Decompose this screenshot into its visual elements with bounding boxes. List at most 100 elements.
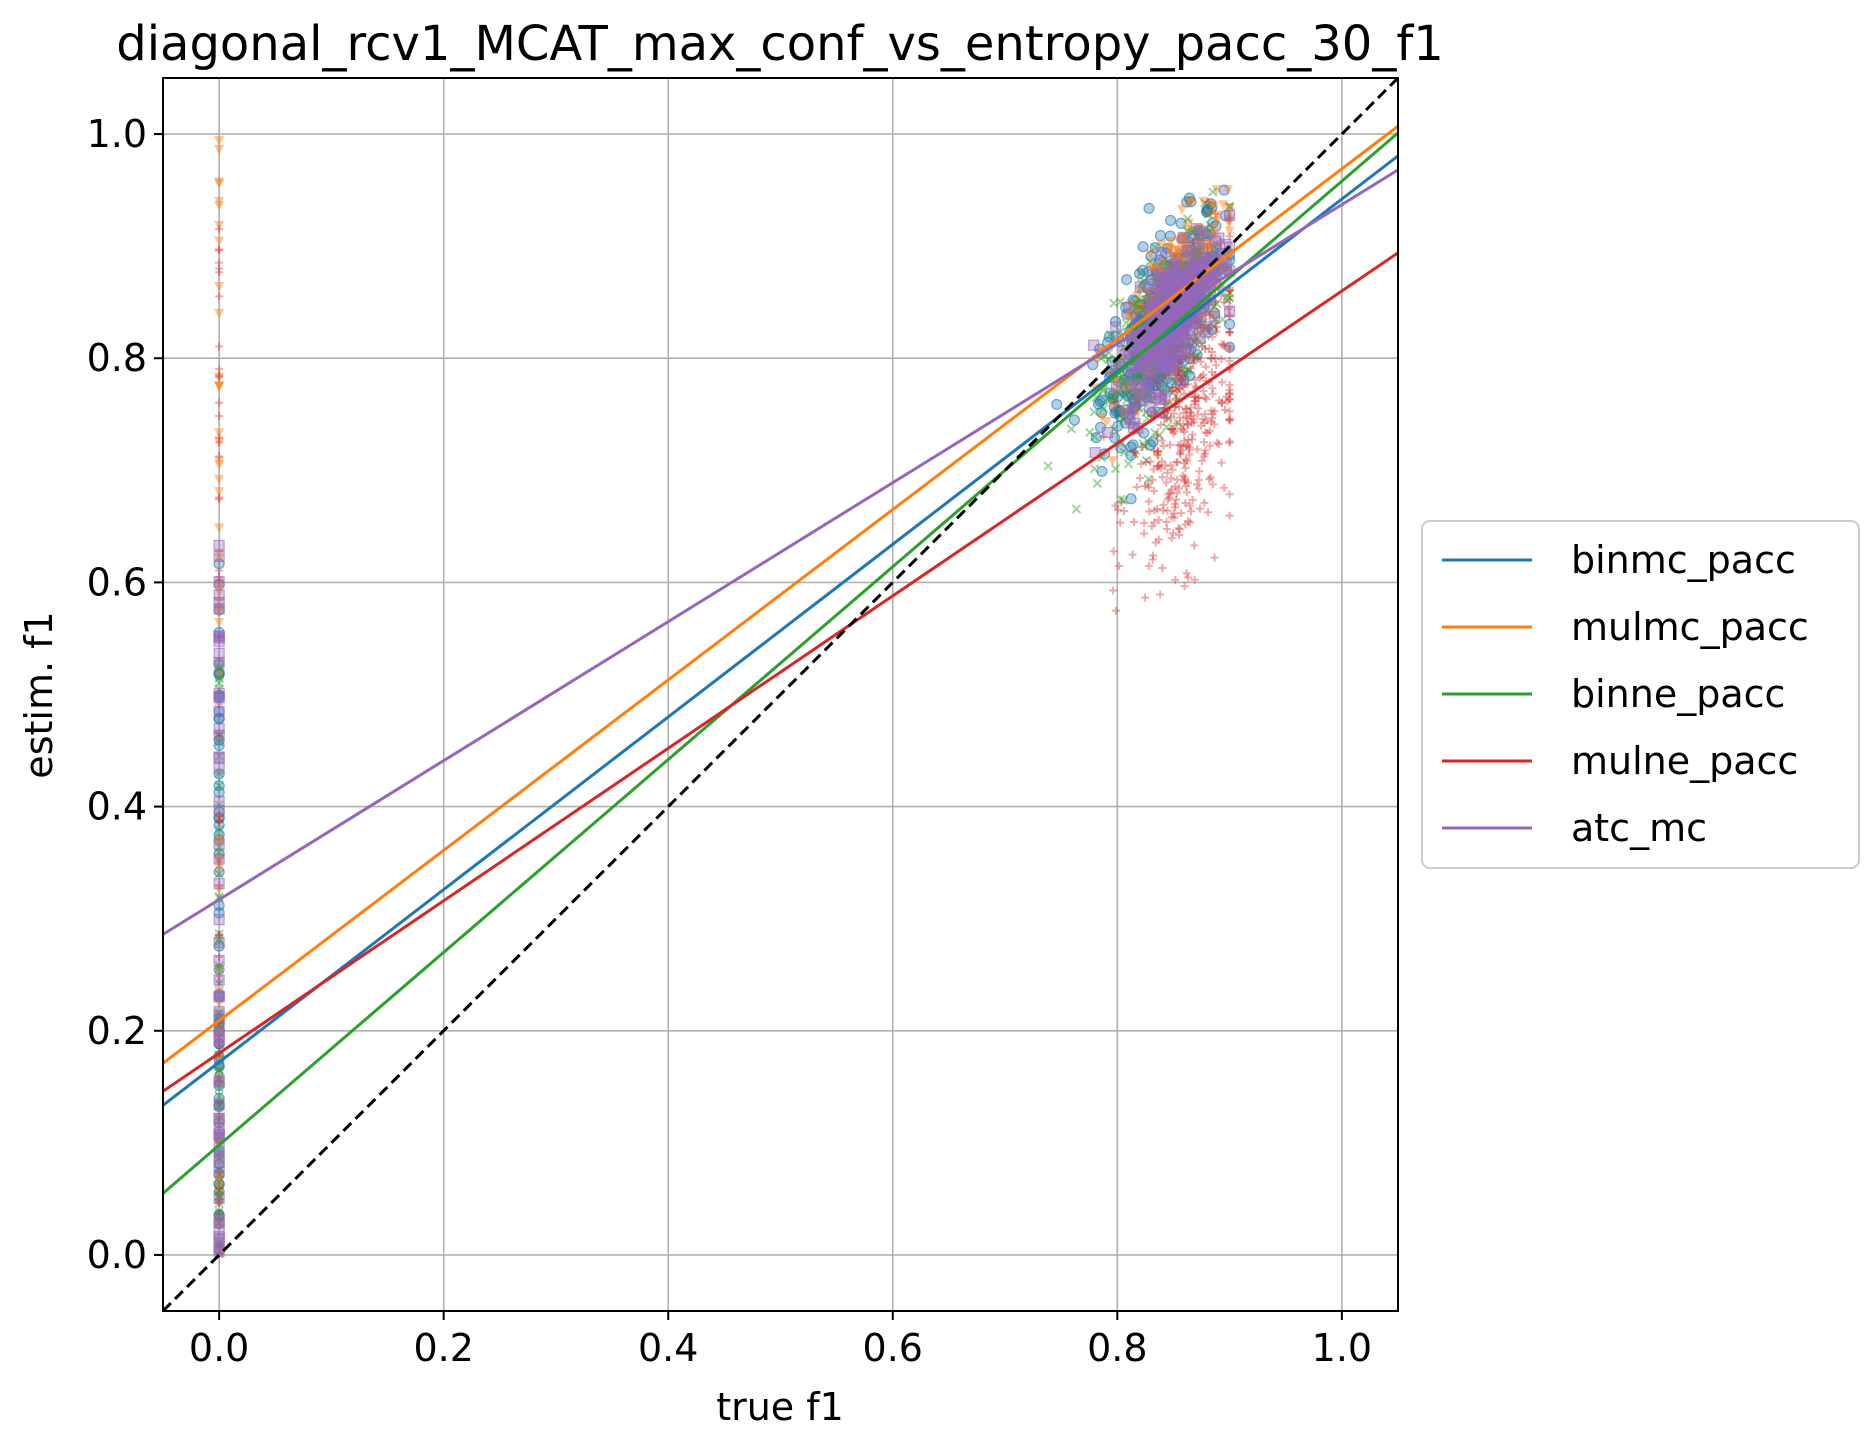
mulne_pacc-point — [1210, 407, 1219, 416]
mulne_pacc-point — [1167, 513, 1176, 522]
mulne_pacc-point — [1159, 506, 1168, 515]
binne_pacc-point — [214, 1209, 224, 1220]
atc_mc-point — [213, 762, 225, 775]
binmc_pacc-point — [1068, 414, 1081, 426]
mulne_pacc-point — [1211, 354, 1220, 363]
mulne_pacc-point — [1212, 327, 1221, 336]
atc_mc-point — [213, 647, 225, 659]
mulne_pacc-point — [1197, 372, 1206, 381]
binmc_pacc-point — [1205, 198, 1217, 210]
mulne_pacc-point — [1195, 373, 1204, 382]
mulne_pacc-point — [1163, 506, 1172, 515]
mulmc_pacc-point — [1182, 225, 1193, 236]
atc_mc-point — [213, 1113, 225, 1125]
tick-layer: 0.0 0.2 0.4 0.6 0.8 1.0 0.0 0.2 0.4 0.6 0.8 1.0 — [87, 112, 1373, 1370]
legend-frame — [1421, 520, 1860, 869]
binmc_pacc-point — [1161, 242, 1174, 254]
binne_pacc-point — [214, 964, 224, 974]
mulne_pacc-point — [1163, 468, 1172, 477]
binne_pacc-point — [1139, 276, 1149, 286]
mulmc_pacc-point — [1170, 249, 1181, 260]
x-tick-label: 0.6 — [863, 1326, 923, 1370]
binne_pacc-point — [1224, 201, 1235, 212]
mulne_pacc-point — [215, 245, 224, 254]
mulne_pacc-point — [1208, 409, 1217, 418]
binmc_pacc-point — [1127, 439, 1139, 451]
mulne_pacc-point — [1162, 524, 1171, 533]
mulmc_pacc-point — [1184, 197, 1195, 208]
mulne_pacc-point — [1171, 482, 1180, 491]
binne_pacc-point — [1089, 432, 1100, 442]
mulmc_pacc-point — [1172, 245, 1183, 256]
mulmc_pacc-point — [1184, 352, 1195, 363]
mulne_pacc-point — [1225, 437, 1234, 446]
mulne_pacc-point — [1172, 457, 1181, 466]
binne_pacc-point — [1183, 226, 1193, 237]
mulmc_pacc-point — [1224, 226, 1235, 237]
binne_pacc-point — [1118, 495, 1129, 506]
mulne_pacc-point — [215, 566, 224, 575]
mulne_pacc-point — [1194, 475, 1203, 484]
atc_mc-point — [1110, 321, 1122, 333]
mulne_pacc-point — [1117, 498, 1126, 507]
mulmc_pacc-point — [214, 835, 225, 846]
atc_mc-point — [1161, 334, 1174, 346]
binne_pacc-point — [214, 978, 224, 988]
mulne_pacc-point — [1190, 356, 1199, 365]
mulne_pacc-point — [1186, 403, 1195, 412]
atc_mc-point — [1155, 394, 1167, 406]
mulmc_pacc-point — [1204, 242, 1215, 253]
mulne_pacc-point — [1194, 394, 1203, 403]
mulne_pacc-point — [1154, 516, 1163, 525]
mulne_pacc-point — [1177, 377, 1186, 386]
binne_pacc-point — [1210, 314, 1220, 325]
mulmc_pacc-point — [214, 1182, 225, 1193]
mulne_pacc-point — [1190, 375, 1199, 384]
mulne_pacc-point — [1208, 480, 1217, 489]
mulmc_pacc-point — [214, 1023, 225, 1034]
mulne_pacc-point — [1175, 530, 1184, 539]
mulne_pacc-point — [1131, 449, 1140, 458]
atc_mc-point — [1169, 347, 1181, 360]
scatter-layer — [213, 136, 1236, 1260]
atc_mc-point — [1136, 335, 1148, 347]
mulne_pacc-point — [1174, 441, 1183, 450]
mulne_pacc-point — [1181, 404, 1190, 413]
mulmc_pacc-point — [214, 553, 225, 564]
mulne_pacc-point — [1211, 209, 1220, 218]
mulmc_pacc-point — [1164, 243, 1175, 254]
binne_pacc-point — [214, 1169, 224, 1179]
mulne_pacc-point — [1185, 445, 1194, 454]
mulne_pacc-point — [1183, 420, 1192, 429]
atc_mc-point — [1184, 328, 1196, 340]
atc_mc-point — [1173, 261, 1186, 273]
mulne_pacc-point — [1225, 380, 1234, 389]
mulmc_pacc-point — [1185, 197, 1196, 208]
mulne_pacc-point — [1181, 455, 1190, 464]
atc_mc-point — [213, 1099, 225, 1111]
atc_mc-point — [1198, 255, 1210, 267]
binne_pacc-fit-line — [163, 131, 1398, 1195]
binne_pacc-point — [1200, 198, 1210, 208]
binmc_pacc-point — [213, 1178, 225, 1190]
mulne_pacc-point — [1199, 452, 1208, 461]
mulne_pacc-point — [215, 493, 224, 502]
atc_mc-point — [1168, 330, 1181, 342]
binmc_pacc-point — [213, 1186, 225, 1198]
atc_mc-point — [1171, 308, 1184, 321]
binne_pacc-point — [1126, 377, 1136, 388]
atc_mc-point — [213, 687, 225, 699]
mulne_pacc-point — [1184, 573, 1193, 582]
mulmc_pacc-point — [214, 965, 225, 976]
mulne_pacc-point — [1166, 440, 1175, 449]
binne_pacc-point — [214, 1007, 224, 1017]
atc_mc-point — [1171, 268, 1183, 281]
mulne_pacc-point — [1218, 378, 1227, 387]
binne_pacc-point — [1141, 455, 1152, 466]
mulne_pacc-point — [1181, 475, 1190, 484]
binne_pacc-point — [1197, 339, 1207, 350]
binne_pacc-point — [1121, 395, 1132, 405]
atc_mc-point — [1110, 381, 1123, 393]
mulne_pacc-point — [1225, 286, 1234, 295]
